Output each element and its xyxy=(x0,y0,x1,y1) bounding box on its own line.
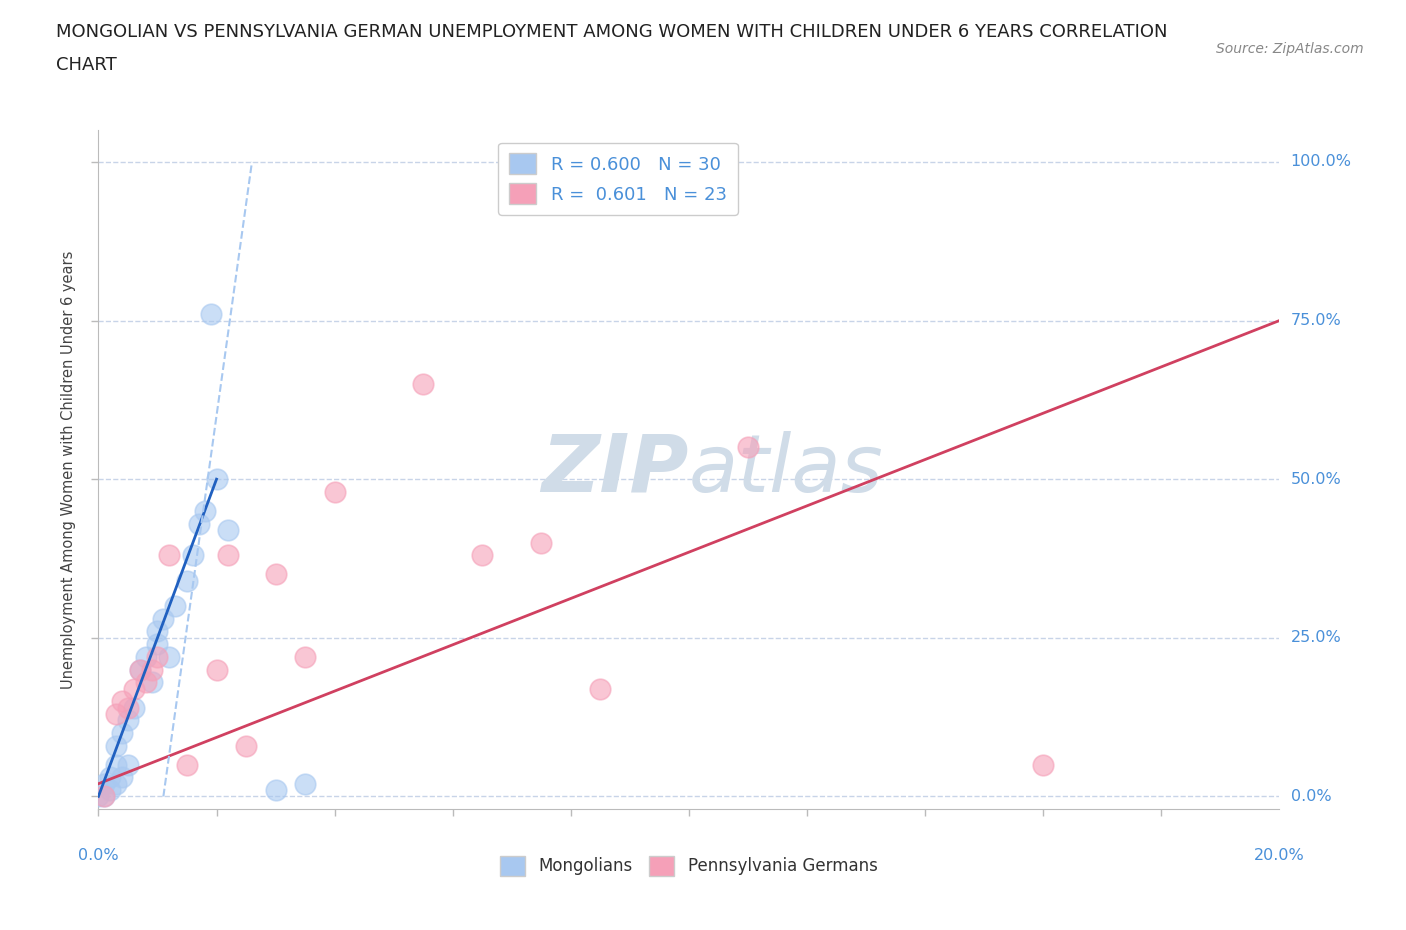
Point xyxy=(217,548,239,563)
Text: ZIP: ZIP xyxy=(541,431,689,509)
Point xyxy=(1032,757,1054,772)
Point xyxy=(135,675,157,690)
Point xyxy=(105,707,128,722)
Text: Source: ZipAtlas.com: Source: ZipAtlas.com xyxy=(1216,42,1364,56)
Point xyxy=(176,573,198,588)
Point xyxy=(187,516,209,531)
Point xyxy=(737,440,759,455)
Point xyxy=(141,662,163,677)
Point xyxy=(117,712,139,727)
Point xyxy=(128,662,150,677)
Text: 20.0%: 20.0% xyxy=(1254,848,1305,863)
Point xyxy=(122,700,145,715)
Point xyxy=(165,599,187,614)
Point xyxy=(264,567,287,582)
Point xyxy=(146,624,169,639)
Point xyxy=(176,757,198,772)
Point xyxy=(117,700,139,715)
Point xyxy=(152,611,174,626)
Point xyxy=(128,662,150,677)
Point xyxy=(111,694,134,709)
Point xyxy=(98,770,121,785)
Point xyxy=(105,738,128,753)
Text: MONGOLIAN VS PENNSYLVANIA GERMAN UNEMPLOYMENT AMONG WOMEN WITH CHILDREN UNDER 6 : MONGOLIAN VS PENNSYLVANIA GERMAN UNEMPLO… xyxy=(56,23,1168,41)
Text: 100.0%: 100.0% xyxy=(1291,154,1351,169)
Point xyxy=(530,535,553,550)
Point xyxy=(200,307,222,322)
Point xyxy=(146,637,169,652)
Point xyxy=(146,649,169,664)
Point xyxy=(111,770,134,785)
Point xyxy=(111,725,134,740)
Point xyxy=(294,777,316,791)
Text: 0.0%: 0.0% xyxy=(1291,789,1331,804)
Point xyxy=(122,681,145,696)
Point xyxy=(98,783,121,798)
Text: 50.0%: 50.0% xyxy=(1291,472,1341,486)
Point xyxy=(141,675,163,690)
Text: 0.0%: 0.0% xyxy=(79,848,118,863)
Point xyxy=(135,649,157,664)
Point xyxy=(93,777,115,791)
Point xyxy=(105,757,128,772)
Point xyxy=(117,757,139,772)
Point xyxy=(157,548,180,563)
Point xyxy=(471,548,494,563)
Point xyxy=(323,485,346,499)
Point xyxy=(217,523,239,538)
Point xyxy=(205,472,228,486)
Y-axis label: Unemployment Among Women with Children Under 6 years: Unemployment Among Women with Children U… xyxy=(60,250,76,689)
Text: 75.0%: 75.0% xyxy=(1291,313,1341,328)
Point xyxy=(93,789,115,804)
Legend: Mongolians, Pennsylvania Germans: Mongolians, Pennsylvania Germans xyxy=(494,850,884,883)
Point xyxy=(264,783,287,798)
Point xyxy=(235,738,257,753)
Point xyxy=(205,662,228,677)
Point xyxy=(589,681,612,696)
Point xyxy=(157,649,180,664)
Point xyxy=(105,777,128,791)
Text: atlas: atlas xyxy=(689,431,884,509)
Point xyxy=(412,377,434,392)
Point xyxy=(93,789,115,804)
Text: 25.0%: 25.0% xyxy=(1291,631,1341,645)
Point xyxy=(87,789,110,804)
Text: CHART: CHART xyxy=(56,56,117,73)
Point xyxy=(194,503,217,518)
Point xyxy=(294,649,316,664)
Point xyxy=(181,548,204,563)
